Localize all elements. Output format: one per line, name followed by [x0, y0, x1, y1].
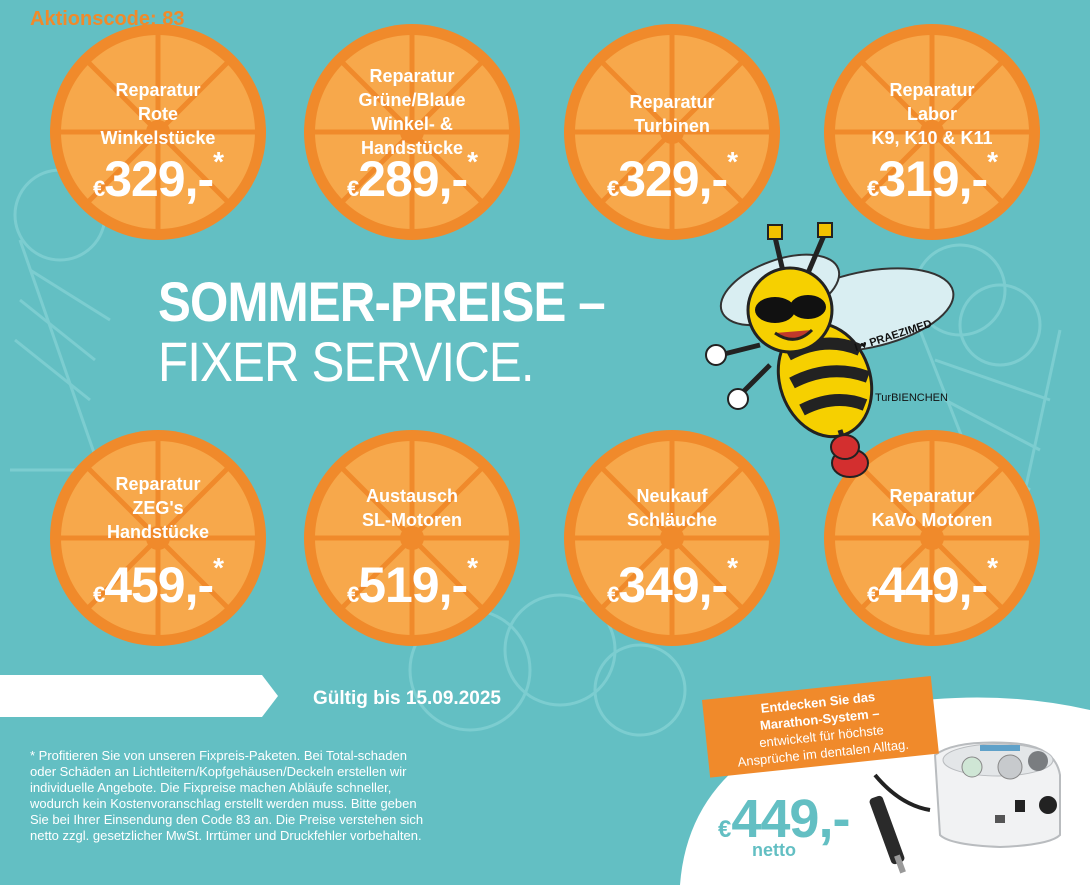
offer-label-line: SL-Motoren	[362, 510, 462, 530]
offer-price: €319,-*	[866, 146, 998, 207]
marathon-device-icon	[869, 741, 1061, 874]
offer-label-line: Neukauf	[636, 486, 708, 506]
offer-card-8: Reparatur KaVo Motoren €449,-*	[822, 428, 1042, 648]
offer-card-7: Neukauf Schläuche €349,-*	[562, 428, 782, 648]
offer-price: €519,-*	[346, 552, 478, 613]
offer-card-3: Reparatur Turbinen €329,-*	[562, 22, 782, 242]
headline-line-1: SOMMER-PREISE –	[158, 270, 606, 333]
orange-slice-icon	[824, 430, 1040, 646]
offer-price: €449,-*	[866, 552, 998, 613]
orange-slice-icon	[564, 430, 780, 646]
offer-label-line: Austausch	[365, 486, 459, 506]
headline: SOMMER-PREISE – FIXER SERVICE.	[158, 270, 606, 393]
offer-card-6: Austausch SL-Motoren €519,-*	[302, 428, 522, 648]
offer-label-line: Turbinen	[634, 116, 710, 136]
offer-label-line: Winkel- &	[371, 114, 453, 134]
orange-slice-icon	[824, 24, 1040, 240]
offer-label-line: ZEG's	[132, 498, 184, 518]
orange-slice-icon	[304, 24, 520, 240]
offer-price: €329,-*	[92, 146, 224, 207]
promo-price: €449,-	[718, 789, 850, 849]
offer-label-line: KaVo Motoren	[871, 510, 993, 530]
offer-card-1: Reparatur Rote Winkelstücke €329,-*	[48, 22, 268, 242]
offer-label-line: Reparatur	[889, 486, 975, 506]
offer-price: €289,-*	[346, 146, 478, 207]
offer-label-line: Reparatur	[115, 474, 201, 494]
offer-card-5: Reparatur ZEG's Handstücke €459,-*	[48, 428, 268, 648]
offer-label-line: Reparatur	[115, 80, 201, 100]
action-code-tag	[0, 675, 278, 717]
offer-price: €329,-*	[606, 146, 738, 207]
offer-price: €349,-*	[606, 552, 738, 613]
offer-label-line: Schläuche	[626, 510, 718, 530]
offer-label-line: Labor	[906, 104, 957, 124]
promo-netto: netto	[752, 840, 796, 860]
offer-label-line: Winkelstücke	[100, 128, 216, 148]
offer-label-line: Reparatur	[629, 92, 715, 112]
offer-label-line: Handstücke	[360, 138, 464, 158]
orange-slice-icon	[50, 430, 266, 646]
bee-name-text: TurBIENCHEN	[875, 392, 948, 404]
orange-slice-icon	[564, 24, 780, 240]
offer-label-line: Reparatur	[369, 66, 455, 86]
offer-label-line: K9, K10 & K11	[871, 128, 993, 148]
offer-label-line: Handstücke	[106, 522, 210, 542]
offer-card-2: Reparatur Grüne/Blaue Winkel- & Handstüc…	[302, 22, 522, 242]
offer-label-line: Reparatur	[889, 80, 975, 100]
offer-price: €459,-*	[92, 552, 224, 613]
footnote: * Profitieren Sie von unseren Fixpreis-P…	[30, 748, 424, 843]
offer-label-line: Grüne/Blaue	[358, 90, 466, 110]
orange-slice-icon	[304, 430, 520, 646]
orange-slice-icon	[50, 24, 266, 240]
headline-line-2: FIXER SERVICE.	[158, 330, 535, 393]
action-code: Aktionscode: 83	[30, 8, 185, 30]
offer-card-4: Reparatur Labor K9, K10 & K11 €319,-*	[822, 22, 1042, 242]
valid-until: Gültig bis 15.09.2025	[313, 688, 501, 709]
bee-mascot-icon	[705, 222, 955, 478]
offer-label-line: Rote	[138, 104, 178, 124]
